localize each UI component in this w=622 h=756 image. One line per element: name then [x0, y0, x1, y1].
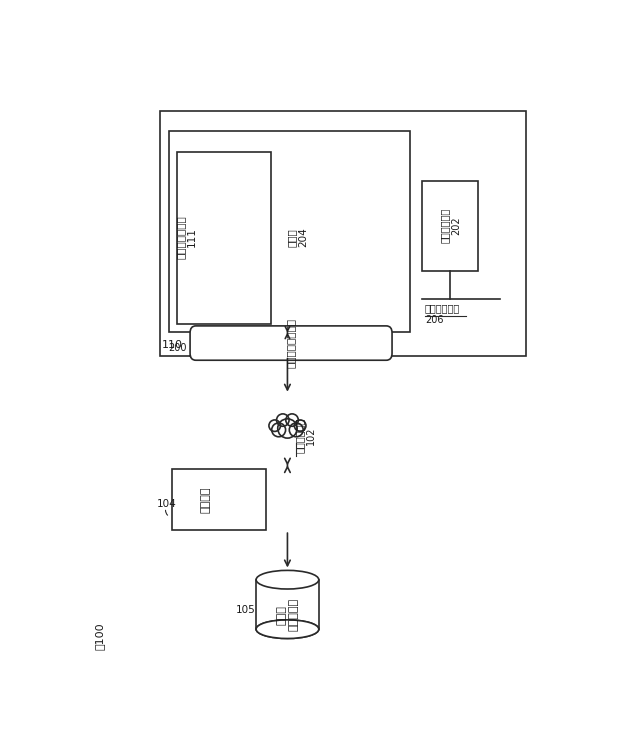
Bar — [169, 132, 411, 333]
Bar — [172, 469, 266, 530]
Text: データエンジン
111: データエンジン 111 — [175, 215, 197, 259]
Ellipse shape — [278, 419, 297, 438]
Bar — [256, 580, 319, 629]
Ellipse shape — [289, 423, 303, 437]
Bar — [177, 152, 271, 324]
Ellipse shape — [294, 420, 306, 432]
Ellipse shape — [269, 420, 281, 432]
Ellipse shape — [272, 423, 285, 437]
Ellipse shape — [256, 620, 319, 639]
FancyBboxPatch shape — [190, 326, 392, 361]
Bar — [160, 111, 526, 355]
Ellipse shape — [277, 414, 289, 426]
Text: 処理デバイス
202: 処理デバイス 202 — [440, 208, 461, 243]
Text: 105: 105 — [235, 605, 255, 615]
Text: 110: 110 — [162, 339, 183, 350]
Text: バスシステム
206: バスシステム 206 — [425, 303, 460, 325]
Text: 104: 104 — [156, 499, 176, 509]
Text: メモリ
204: メモリ 204 — [286, 228, 308, 247]
Bar — [422, 181, 478, 271]
Text: ネットワーク
102: ネットワーク 102 — [294, 418, 316, 453]
Ellipse shape — [256, 570, 319, 589]
Text: 実験結果: 実験結果 — [200, 486, 210, 513]
Ellipse shape — [276, 426, 299, 439]
Text: インターフェース: インターフェース — [286, 318, 296, 368]
Text: 図100: 図100 — [95, 622, 104, 649]
Text: データ
リポジトリ: データ リポジトリ — [277, 598, 298, 631]
Text: 200: 200 — [168, 343, 187, 353]
Ellipse shape — [286, 414, 299, 426]
